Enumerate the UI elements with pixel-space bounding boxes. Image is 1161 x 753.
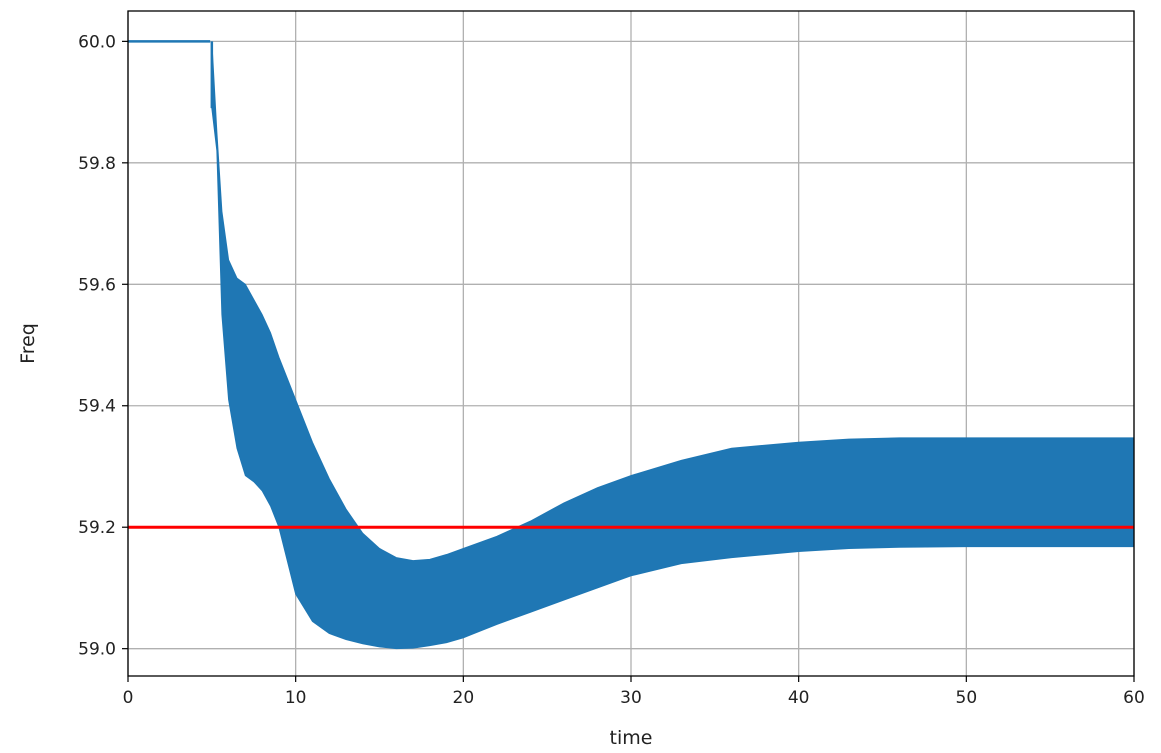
x-tick-label: 60 — [1123, 688, 1145, 708]
y-tick-label: 59.4 — [78, 397, 116, 417]
x-tick-label: 20 — [453, 688, 475, 708]
y-tick-label: 59.6 — [78, 275, 116, 295]
y-tick-label: 59.0 — [78, 640, 116, 660]
y-tick-label: 60.0 — [78, 32, 116, 52]
x-tick-label: 0 — [123, 688, 134, 708]
y-axis-label: Freq — [17, 323, 39, 364]
x-tick-label: 30 — [620, 688, 642, 708]
freq-oscillation-band — [211, 41, 1135, 650]
x-axis-label: time — [610, 727, 653, 749]
x-tick-label: 50 — [956, 688, 978, 708]
y-tick-label: 59.2 — [78, 518, 116, 538]
y-tick-label: 59.8 — [78, 154, 116, 174]
axis-ticks: 0 10 20 30 40 50 60 59.0 59.2 59.4 59.6 59.8 60.0 — [78, 32, 1145, 708]
x-tick-label: 40 — [788, 688, 810, 708]
x-tick-label: 10 — [285, 688, 307, 708]
